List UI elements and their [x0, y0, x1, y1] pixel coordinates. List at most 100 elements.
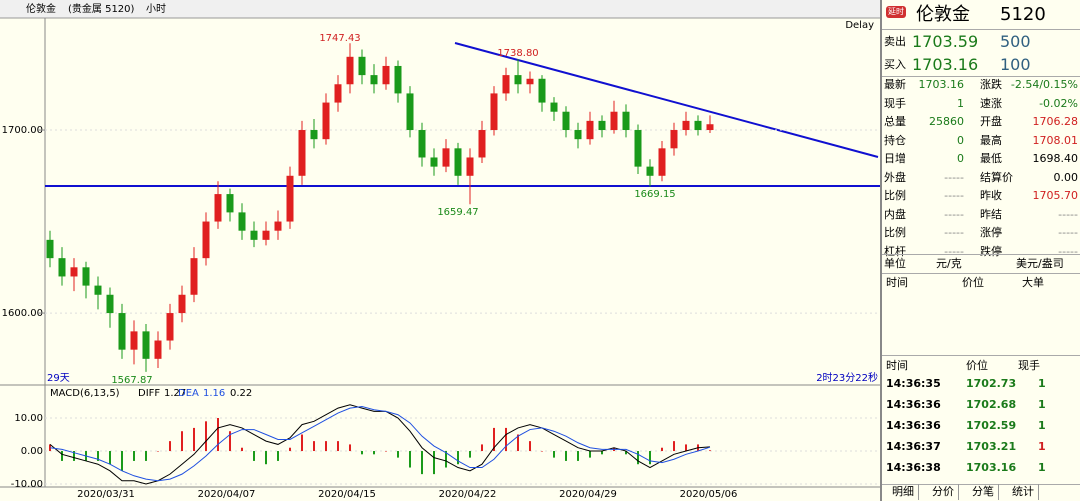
macd-legend: DIFF	[138, 388, 160, 399]
tab[interactable]: 统计	[1008, 484, 1039, 500]
cell: 1703.21	[966, 440, 1017, 453]
candle-body	[58, 258, 66, 277]
cell: 1702.68	[966, 398, 1017, 411]
candle-body	[346, 56, 354, 85]
price-annotation: 1738.80	[497, 48, 538, 59]
cell: 总量	[884, 115, 906, 128]
candle-body	[502, 75, 510, 94]
macd-bar	[673, 441, 675, 452]
cell: 现手	[884, 96, 906, 110]
macd-bar	[121, 451, 123, 471]
macd-bar	[217, 418, 219, 452]
cell: 1703.16	[966, 461, 1017, 474]
cell: 速涨	[980, 96, 1002, 110]
y-tick-label: 0.00	[21, 446, 43, 457]
macd-bar	[73, 451, 75, 461]
cell: 1703.59	[912, 32, 979, 51]
macd-bar	[421, 451, 423, 475]
cell: 最低	[980, 152, 1002, 165]
macd-bar	[337, 441, 339, 452]
cell: 单位	[884, 257, 906, 270]
cell: 价位	[962, 276, 984, 289]
macd-bar	[361, 451, 363, 455]
price-annotation: 1567.87	[111, 375, 152, 386]
cell: 最高	[980, 133, 1002, 147]
macd-bar	[481, 444, 483, 452]
candle-body	[598, 120, 606, 131]
candle-body	[298, 130, 306, 176]
candle-body	[106, 294, 114, 314]
candle-body	[442, 148, 450, 167]
price-annotation: 1669.15	[634, 189, 675, 200]
candle-body	[82, 267, 90, 286]
macd-bar	[109, 451, 111, 465]
cell: 1702.73	[966, 377, 1017, 390]
note: 29天	[47, 373, 70, 384]
tab[interactable]: 分价	[928, 484, 959, 500]
macd-bar	[313, 441, 315, 452]
macd-bar	[193, 427, 195, 452]
toolbar	[0, 0, 880, 18]
candle-body	[130, 331, 138, 350]
macd-bar	[181, 431, 183, 452]
candle-body	[694, 120, 702, 131]
macd-bar	[553, 451, 555, 458]
macd-bar	[709, 450, 711, 452]
cell: 1	[1038, 377, 1046, 390]
cell: 跌停	[980, 244, 1002, 258]
price-annotation: 1747.43	[319, 33, 360, 44]
cell: 时间	[886, 359, 908, 372]
chart-bg	[0, 0, 880, 501]
macd-bar	[637, 451, 639, 465]
divider	[882, 273, 1080, 274]
cell: 元/克	[936, 257, 962, 270]
cell: -0.02%	[1039, 96, 1078, 110]
cell: 涨停	[980, 226, 1002, 239]
divider	[882, 484, 1080, 485]
candle-body	[514, 75, 522, 85]
macd-bar	[601, 451, 603, 455]
cell: 大单	[1022, 276, 1044, 289]
x-tick-label: 2020/05/06	[680, 489, 738, 500]
cell: 0	[957, 133, 964, 147]
candle-body	[154, 340, 162, 359]
candle-body	[586, 120, 594, 140]
cell: 内盘	[884, 207, 906, 221]
cell: 时间	[886, 276, 908, 289]
toolbar-symbol[interactable]: 伦敦金	[26, 2, 56, 15]
candle-body	[658, 148, 666, 176]
toolbar-period[interactable]: 小时	[146, 3, 166, 15]
candle-body	[202, 221, 210, 259]
macd-bar	[409, 451, 411, 468]
cell: 0.00	[1053, 170, 1079, 184]
cell: 500	[1000, 32, 1031, 51]
macd-bar	[445, 451, 447, 468]
y-tick-label: 10.00	[14, 413, 43, 424]
y-tick-label: 1600.00	[2, 308, 43, 319]
cell: 14:36:37	[886, 440, 941, 453]
candle-body	[682, 120, 690, 131]
macd-bar	[493, 427, 495, 452]
macd-bar	[565, 451, 567, 461]
macd-bar	[529, 441, 531, 452]
cell: 现手	[1018, 359, 1040, 372]
macd-bar	[433, 451, 435, 475]
tab[interactable]: 分笔	[968, 484, 999, 500]
candle-body	[142, 331, 150, 359]
candle-body	[394, 65, 402, 94]
macd-bar	[229, 431, 231, 452]
cell: 卖出	[884, 35, 906, 48]
cell: 14:36:38	[886, 461, 941, 474]
macd-bar	[589, 451, 591, 458]
macd-bar	[685, 444, 687, 452]
divider	[882, 355, 1080, 356]
macd-bar	[577, 451, 579, 461]
tab[interactable]: 明细	[888, 484, 919, 500]
cell: 比例	[884, 189, 906, 202]
macd-bar	[349, 444, 351, 452]
macd-bar	[205, 421, 207, 452]
macd-bar	[169, 441, 171, 452]
x-tick-label: 2020/04/22	[439, 489, 497, 500]
macd-bar	[661, 447, 663, 452]
